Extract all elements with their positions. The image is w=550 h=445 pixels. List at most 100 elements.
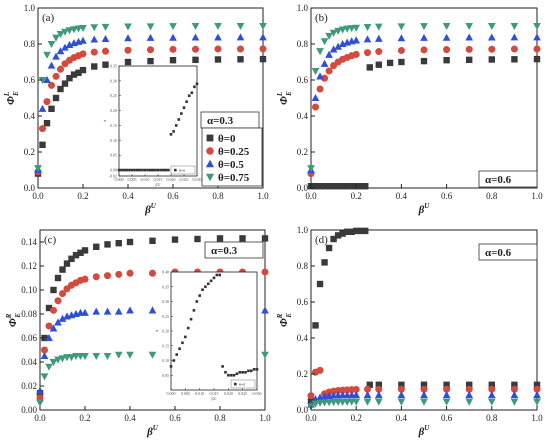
data-point <box>191 22 200 30</box>
data-point <box>325 50 333 58</box>
data-point <box>67 354 76 362</box>
legend-label: θ=0.75 <box>218 172 250 184</box>
data-point <box>104 241 111 248</box>
y-tick-label: 0.2 <box>297 147 308 157</box>
data-point <box>343 228 351 235</box>
inset-data-point <box>195 300 199 303</box>
y-tick-label: 0.6 <box>297 75 309 85</box>
data-point <box>191 33 200 41</box>
y-tick-label: 0.6 <box>24 75 36 85</box>
inset-data-point <box>130 168 134 172</box>
data-point <box>352 391 361 399</box>
x-tick-label: 0.8 <box>214 413 226 423</box>
data-point <box>149 237 156 244</box>
inset-y-tick-label: -0.02 <box>109 174 117 179</box>
inset-x-tick-label: 0.020 <box>167 177 176 182</box>
data-point <box>442 391 451 399</box>
data-point <box>443 46 451 54</box>
data-point <box>38 76 47 84</box>
data-point <box>533 391 541 399</box>
data-point <box>92 352 101 360</box>
inset-data-point <box>235 372 239 376</box>
data-point <box>93 243 100 250</box>
data-point <box>101 47 110 55</box>
y-tick-label: 0.6 <box>297 297 309 307</box>
alpha-label: α=0.6 <box>485 247 512 259</box>
data-point <box>533 45 541 53</box>
inset-data-point <box>221 365 224 368</box>
inset-data-point <box>128 168 131 172</box>
y-tick-label: 1.0 <box>24 3 36 13</box>
x-tick-label: 1.0 <box>531 191 543 201</box>
y-tick-label: 0.4 <box>297 111 309 121</box>
data-point <box>362 183 369 190</box>
inset-data-point <box>172 359 176 362</box>
data-point <box>311 400 320 408</box>
data-point <box>312 103 320 111</box>
inset-x-tick-label: 0.005 <box>128 177 137 182</box>
data-point <box>81 275 89 283</box>
y-tick-label: 0.10 <box>21 285 37 295</box>
x-tick-label: 0.0 <box>305 413 317 423</box>
data-point <box>374 391 383 399</box>
inset-x-label: βU <box>212 396 217 401</box>
y-axis-label: ΦLE <box>3 91 20 105</box>
inset-y-tick-label: 0.10 <box>162 358 169 363</box>
data-point <box>214 22 222 30</box>
inset-legend-label: θ=0 <box>179 168 185 173</box>
inset-data-point <box>172 130 175 133</box>
inset-y-tick-label: 0.05 <box>162 373 169 378</box>
data-point <box>101 23 110 31</box>
inset-x-label: βU <box>156 182 161 187</box>
data-point <box>45 304 53 312</box>
data-point <box>236 33 245 41</box>
y-tick-label: 0.02 <box>21 381 37 391</box>
data-point <box>420 46 428 54</box>
y-tick-label: 0.04 <box>21 357 37 367</box>
inset-data-point <box>159 168 162 172</box>
data-point <box>325 183 333 190</box>
panel-c: 0.0 0.2 0.4 0.6 0.8 1.0 0.00 0.02 0.04 0.06 0.08 0.… <box>5 229 271 438</box>
inset-y-tick-label: 0.20 <box>162 329 169 334</box>
alpha-label: α=0.6 <box>485 174 512 186</box>
data-point <box>259 45 267 53</box>
data-point <box>339 183 346 190</box>
inset-x-tick-label: 0.010 <box>141 177 150 182</box>
data-point <box>334 232 342 239</box>
data-point <box>39 141 46 148</box>
data-point <box>114 351 123 359</box>
data-point <box>420 381 428 388</box>
data-point <box>79 36 87 44</box>
inset-frame <box>170 271 258 391</box>
inset-y-tick-label: 0.00 <box>110 168 117 173</box>
y-tick-label: 0.2 <box>297 369 308 379</box>
data-point <box>307 165 315 173</box>
panel-b: 0.0 0.2 0.4 0.6 0.8 1.0 0.0 0.2 0.4 0.6 0.8 1.0 βU ΦL… <box>276 3 543 216</box>
inset-data-point <box>215 273 219 277</box>
data-point <box>239 235 246 242</box>
data-point <box>90 24 99 32</box>
data-point <box>70 26 78 34</box>
data-point <box>114 307 123 315</box>
x-tick-label: 1.0 <box>259 413 271 423</box>
inset-data-point <box>252 368 256 371</box>
inset-y-label: ϕ <box>154 330 159 332</box>
inset-data-point <box>195 82 199 86</box>
inset-y-tick-label: 0.10 <box>110 138 117 143</box>
data-point <box>443 385 451 393</box>
data-point <box>352 36 361 44</box>
inset-data-point <box>212 276 216 280</box>
data-point <box>72 252 80 259</box>
inset-y-tick-label: 0.20 <box>110 108 117 113</box>
data-point <box>45 363 53 371</box>
series-triangle-down <box>34 22 267 173</box>
inset-data-point <box>174 124 178 127</box>
data-point <box>41 334 48 342</box>
data-point <box>352 398 361 406</box>
x-tick-label: 0.0 <box>34 413 46 423</box>
data-point <box>81 247 89 254</box>
data-point <box>510 385 518 393</box>
inset-data-point <box>135 168 139 172</box>
data-point <box>442 22 451 30</box>
